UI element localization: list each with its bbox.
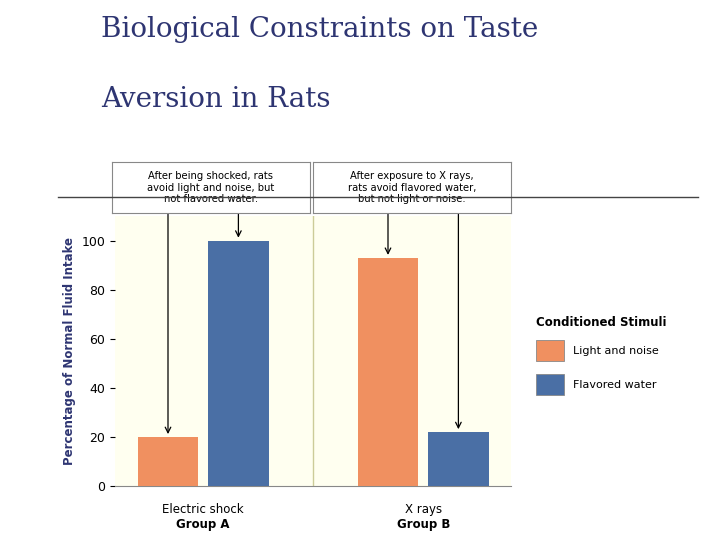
Text: Aversion in Rats: Aversion in Rats [101,86,330,113]
Bar [428,432,489,486]
Text: After being shocked, rats
avoid light and noise, but
not flavored water.: After being shocked, rats avoid light an… [147,171,274,204]
Bar [115,204,313,486]
Text: Group A: Group A [176,518,230,531]
Text: Group B: Group B [397,518,450,531]
Text: Conditioned Stimuli: Conditioned Stimuli [536,315,667,328]
Bar [313,204,511,486]
Text: Flavored water: Flavored water [572,380,656,389]
Bar [208,240,269,486]
Bar [358,258,418,486]
Text: After exposure to X rays,
rats avoid flavored water,
but not light or noise.: After exposure to X rays, rats avoid fla… [348,171,477,204]
Bar [138,437,198,486]
Text: Biological Constraints on Taste: Biological Constraints on Taste [101,16,538,43]
Y-axis label: Percentage of Normal Fluid Intake: Percentage of Normal Fluid Intake [63,237,76,465]
Bar [536,374,564,395]
Text: Light and noise: Light and noise [572,346,658,355]
Text: X rays: X rays [405,503,442,516]
Bar [536,340,564,361]
Text: Electric shock: Electric shock [163,503,244,516]
